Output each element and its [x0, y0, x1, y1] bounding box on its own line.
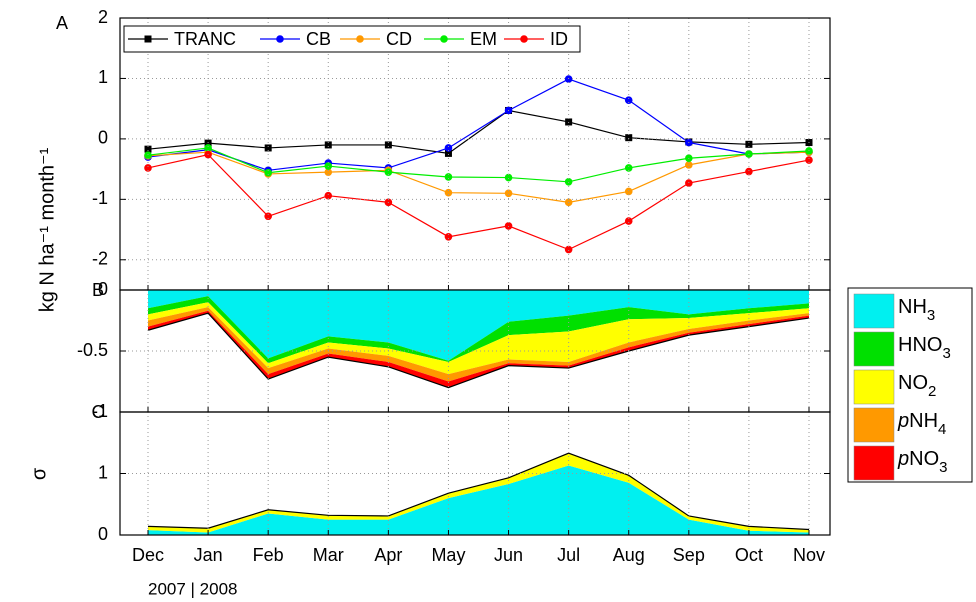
marker	[204, 139, 212, 147]
x-tick-label: May	[431, 545, 465, 565]
plot-frame	[119, 411, 831, 536]
marker	[504, 222, 513, 230]
plot-frame	[119, 17, 831, 291]
legend-label: pNH4	[897, 410, 946, 438]
legend-label: CD	[386, 29, 412, 49]
marker	[144, 145, 152, 153]
marker	[264, 168, 272, 177]
legend-swatch	[853, 369, 895, 405]
legend-label: EM	[470, 29, 497, 49]
area	[148, 296, 809, 364]
marker	[324, 141, 332, 149]
marker	[624, 164, 633, 172]
x-tick-label: Feb	[253, 545, 284, 565]
x-tick-label: Apr	[374, 545, 402, 565]
marker	[144, 164, 152, 172]
y-axis-label: σ	[28, 467, 50, 480]
legend-swatch	[853, 445, 895, 481]
marker	[384, 168, 393, 176]
marker	[745, 167, 753, 176]
marker	[264, 144, 272, 152]
x-tick-label: Sep	[673, 545, 705, 565]
y-tick-label: -0.5	[77, 340, 108, 360]
x-tick-label: Aug	[613, 545, 645, 565]
marker	[324, 191, 333, 200]
legend-label: ID	[550, 29, 568, 49]
y-tick-label: 0	[98, 279, 108, 299]
legend-swatch	[853, 407, 895, 443]
y-axis-label: kg N ha⁻¹ month⁻¹	[36, 147, 58, 312]
legend-marker	[440, 35, 448, 43]
panel-label: A	[56, 13, 68, 33]
area	[148, 307, 809, 382]
line	[147, 109, 810, 155]
y-tick-label: -2	[92, 249, 108, 269]
x-tick-label: Nov	[793, 545, 825, 565]
area	[148, 465, 809, 535]
y-tick-label: 2	[98, 7, 108, 27]
legend-marker	[144, 35, 152, 43]
marker	[685, 179, 693, 187]
line	[147, 78, 810, 171]
marker	[444, 233, 453, 241]
y-tick-label: 0	[98, 524, 108, 544]
marker	[624, 96, 633, 105]
y-tick-label: -1	[92, 188, 108, 208]
legend-swatch	[853, 331, 895, 367]
x-tick-label: Dec	[132, 545, 164, 565]
area	[148, 302, 809, 375]
marker	[204, 144, 212, 152]
marker	[805, 156, 813, 164]
marker	[565, 118, 573, 126]
marker	[264, 212, 272, 221]
line	[147, 151, 810, 203]
marker	[444, 188, 453, 197]
marker	[745, 140, 753, 148]
x-tick-label: Jan	[194, 545, 223, 565]
y-tick-label: -1	[92, 401, 108, 421]
marker	[144, 151, 152, 160]
area	[148, 310, 809, 388]
marker	[625, 134, 633, 142]
marker	[384, 141, 392, 149]
y-tick-label: 0	[98, 128, 108, 148]
area-outline	[147, 452, 810, 531]
legend-marker	[356, 35, 364, 43]
area	[148, 290, 809, 361]
line	[147, 147, 810, 183]
x-tick-label: Jun	[494, 545, 523, 565]
line	[147, 153, 810, 251]
area-outline	[147, 312, 810, 389]
marker	[564, 245, 573, 254]
legend-swatch	[853, 293, 895, 329]
x-tick-label: Oct	[735, 545, 763, 565]
marker	[504, 173, 513, 182]
marker	[444, 173, 453, 181]
legend-label: HNO3	[898, 334, 951, 362]
y-tick-label: 1	[98, 462, 108, 482]
panel-label: B	[92, 280, 104, 300]
marker	[564, 75, 573, 83]
panel-label: C	[92, 402, 105, 422]
marker	[444, 149, 452, 157]
marker	[564, 178, 573, 186]
marker	[624, 217, 633, 225]
marker	[444, 144, 453, 152]
marker	[504, 189, 513, 198]
legend-label: TRANC	[174, 29, 236, 49]
marker	[324, 168, 333, 176]
x-tick-label: Mar	[313, 545, 344, 565]
legend-marker	[520, 35, 528, 43]
marker	[624, 187, 633, 196]
marker	[685, 161, 693, 169]
legend-label: NH3	[898, 296, 935, 324]
x-axis-label: 2007 | 2008	[148, 579, 238, 598]
x-tick-label: Jul	[557, 545, 580, 565]
legend-label: NO2	[898, 372, 936, 400]
legend-label: pNO3	[897, 448, 947, 476]
y-tick-label: 1	[98, 67, 108, 87]
legend-label: CB	[306, 29, 331, 49]
legend-marker	[276, 35, 284, 43]
